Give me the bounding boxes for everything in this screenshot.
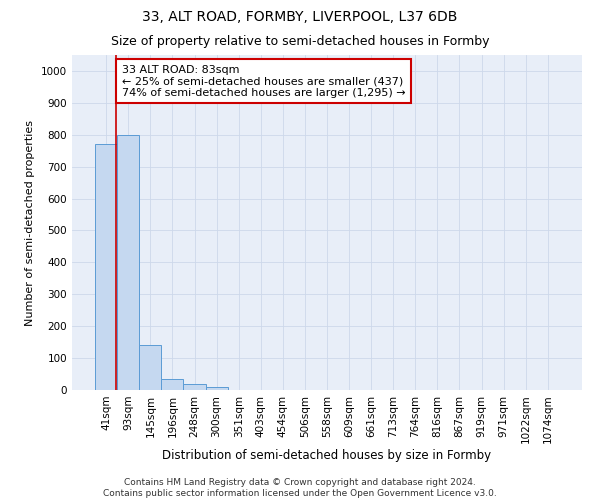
Text: Contains HM Land Registry data © Crown copyright and database right 2024.
Contai: Contains HM Land Registry data © Crown c… bbox=[103, 478, 497, 498]
Bar bbox=[161, 379, 184, 390]
Bar bbox=[139, 346, 161, 390]
Text: 33, ALT ROAD, FORMBY, LIVERPOOL, L37 6DB: 33, ALT ROAD, FORMBY, LIVERPOOL, L37 6DB bbox=[142, 10, 458, 24]
Y-axis label: Number of semi-detached properties: Number of semi-detached properties bbox=[25, 120, 35, 326]
Bar bbox=[184, 384, 206, 390]
Bar bbox=[95, 144, 117, 390]
Bar bbox=[117, 135, 139, 390]
Text: Size of property relative to semi-detached houses in Formby: Size of property relative to semi-detach… bbox=[111, 35, 489, 48]
Bar bbox=[206, 387, 227, 390]
Text: 33 ALT ROAD: 83sqm
← 25% of semi-detached houses are smaller (437)
74% of semi-d: 33 ALT ROAD: 83sqm ← 25% of semi-detache… bbox=[122, 64, 406, 98]
X-axis label: Distribution of semi-detached houses by size in Formby: Distribution of semi-detached houses by … bbox=[163, 449, 491, 462]
